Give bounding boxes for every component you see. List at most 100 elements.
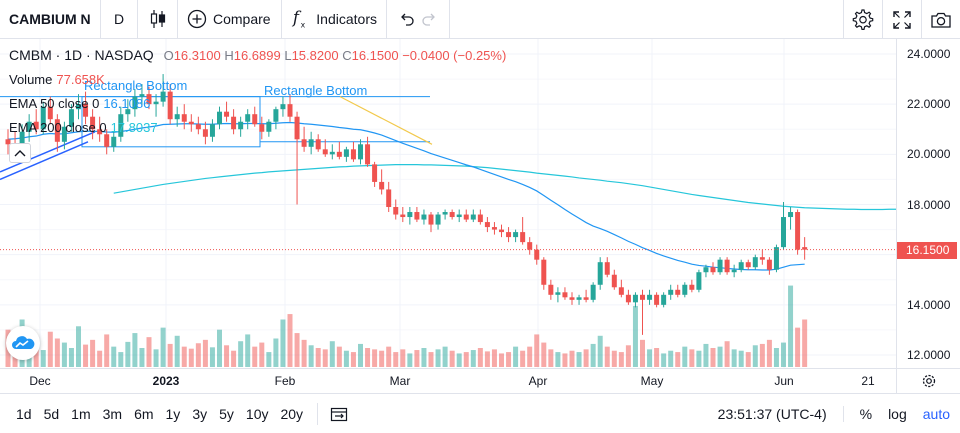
volume-bar: [449, 350, 455, 367]
top-toolbar: CAMBIUM N D Compare f x Indicators: [0, 0, 960, 39]
volume-bar: [541, 342, 547, 367]
compare-button[interactable]: Compare: [178, 0, 282, 39]
trend-line: [339, 96, 433, 145]
volume-bar: [442, 346, 448, 367]
volume-bar: [781, 342, 786, 367]
candle-body: [315, 139, 321, 150]
candle-body: [209, 124, 215, 137]
range-1y[interactable]: 1y: [165, 405, 181, 422]
screenshot-button[interactable]: [921, 0, 960, 39]
collapse-legend-button[interactable]: [9, 143, 31, 163]
indicators-button[interactable]: f x Indicators: [282, 0, 387, 39]
candle-body: [710, 267, 716, 273]
goto-date-button[interactable]: [326, 406, 352, 422]
price-axis[interactable]: 12.000014.000016.000018.000020.000022.00…: [896, 39, 960, 368]
candle-body: [54, 119, 60, 142]
volume-bar: [400, 349, 406, 367]
study-ema-200[interactable]: EMA 200 close 0 17.8037: [9, 120, 158, 135]
candle-body: [703, 267, 709, 273]
candle-body: [520, 232, 526, 243]
close-key: C: [342, 48, 352, 63]
change-value: −0.0400 (−0.25%): [402, 48, 507, 63]
candle-body: [308, 139, 314, 147]
volume-bar: [477, 348, 483, 367]
study-value: 77.658K: [56, 72, 105, 87]
volume-bar: [548, 349, 554, 367]
volume-bar: [47, 331, 53, 367]
candle-body: [675, 289, 681, 295]
range-6m[interactable]: 6m: [134, 405, 154, 422]
rectangle-bottom-label[interactable]: Rectangle Bottom: [84, 78, 188, 93]
rectangle-bottom-label[interactable]: Rectangle Bottom: [264, 83, 368, 98]
compare-label: Compare: [213, 11, 271, 27]
range-20y[interactable]: 20y: [280, 405, 304, 422]
candle-body: [421, 214, 427, 220]
fullscreen-button[interactable]: [882, 0, 921, 39]
candle-body: [132, 96, 138, 110]
candle-body: [590, 284, 596, 300]
undo-icon[interactable]: [398, 11, 416, 27]
range-10y[interactable]: 10y: [245, 405, 269, 422]
volume-bar: [315, 348, 321, 367]
candle-body: [407, 212, 413, 218]
auto-toggle[interactable]: auto: [922, 406, 950, 422]
logo-button[interactable]: [6, 326, 40, 360]
study-volume[interactable]: Volume 77.658K: [9, 72, 105, 87]
axis-settings-button[interactable]: [896, 368, 960, 393]
candle-body: [125, 109, 131, 115]
symbol-search-button[interactable]: CAMBIUM N: [0, 0, 101, 39]
volume-bar: [562, 353, 568, 367]
undo-redo-group: [387, 0, 450, 39]
volume-bar: [632, 305, 638, 367]
volume-bar: [689, 349, 695, 367]
price-tick-label: 20.0000: [907, 147, 951, 162]
candle-body: [738, 262, 744, 270]
candle-body: [202, 129, 208, 137]
percent-toggle[interactable]: %: [859, 406, 873, 422]
candle-body: [40, 106, 46, 130]
price-tick-label: 14.0000: [907, 297, 951, 312]
candle-body: [527, 242, 533, 250]
chart-type-button[interactable]: [138, 0, 178, 39]
candle-body: [456, 214, 462, 218]
time-axis[interactable]: Dec 2023 Feb Mar Apr May Jun 21: [0, 368, 896, 393]
range-5y[interactable]: 5y: [219, 405, 234, 422]
volume-bar: [273, 338, 279, 367]
study-ema-50[interactable]: EMA 50 close 0 16.1086: [9, 96, 150, 111]
volume-bar: [435, 349, 441, 367]
volume-bar: [336, 346, 342, 367]
range-3y[interactable]: 3y: [192, 405, 208, 422]
candle-body: [766, 259, 772, 270]
volume-bar: [569, 350, 575, 367]
candle-body: [280, 104, 286, 110]
volume-bar: [513, 346, 519, 367]
range-5d[interactable]: 5d: [43, 405, 60, 422]
last-price-tag: 16.1500: [897, 241, 957, 259]
range-3m[interactable]: 3m: [102, 405, 123, 422]
candle-body: [104, 134, 110, 147]
volume-bar: [350, 352, 356, 367]
settings-button[interactable]: [843, 0, 882, 39]
price-tick-label: 12.0000: [907, 348, 951, 362]
log-toggle[interactable]: log: [888, 406, 907, 422]
volume-bar: [224, 345, 230, 367]
candle-body: [724, 259, 730, 273]
volume-bar: [153, 349, 159, 367]
time-tick-label: Feb: [274, 374, 296, 388]
candle-body: [146, 94, 152, 105]
candle-body: [477, 214, 483, 223]
volume-bar: [358, 343, 363, 367]
interval-button[interactable]: D: [101, 0, 138, 39]
price-chart[interactable]: [0, 39, 896, 368]
candle-body: [379, 181, 385, 190]
range-1d[interactable]: 1d: [16, 405, 32, 422]
candle-body: [745, 262, 751, 268]
symbol-legend: CMBM · 1D · NASDAQ O16.3100 H16.6899 L15…: [9, 47, 506, 63]
range-1m[interactable]: 1m: [71, 405, 91, 422]
redo-icon[interactable]: [420, 11, 438, 27]
clock-timezone[interactable]: 23:51:37 (UTC-4): [710, 406, 844, 422]
volume-bar: [597, 335, 603, 367]
low-key: L: [284, 48, 292, 63]
time-tick-label: 2023: [152, 374, 180, 388]
candle-body: [139, 94, 145, 97]
